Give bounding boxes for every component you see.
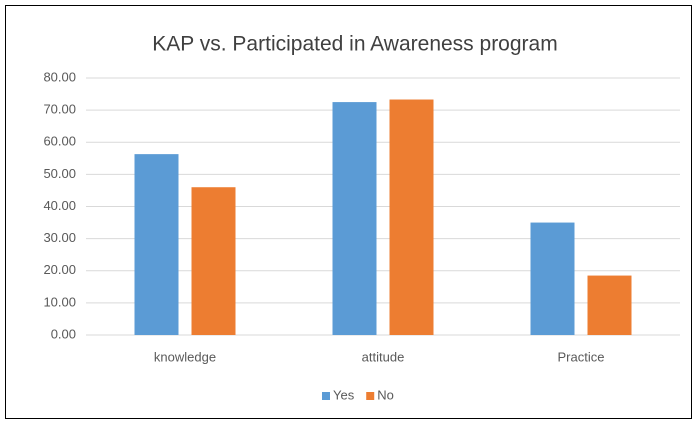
bar — [332, 102, 377, 335]
y-tick-label: 60.00 — [43, 134, 76, 149]
x-tick-label: knowledge — [154, 349, 216, 364]
y-tick-label: 50.00 — [43, 166, 76, 181]
y-tick-label: 20.00 — [43, 262, 76, 277]
y-tick-label: 70.00 — [43, 102, 76, 117]
x-tick-label: Practice — [558, 349, 605, 364]
x-tick-label: attitude — [362, 349, 405, 364]
y-tick-label: 30.00 — [43, 230, 76, 245]
bar — [134, 154, 179, 335]
legend-label: Yes — [333, 387, 355, 402]
bar — [587, 275, 632, 335]
bar — [191, 187, 236, 335]
bar — [389, 99, 434, 336]
y-tick-label: 10.00 — [43, 294, 76, 309]
chart-title: KAP vs. Participated in Awareness progra… — [152, 33, 557, 56]
y-tick-label: 40.00 — [43, 198, 76, 213]
y-tick-label: 80.00 — [43, 69, 76, 84]
legend-swatch — [366, 392, 375, 400]
legend-swatch — [322, 392, 330, 400]
y-tick-label: 0.00 — [51, 326, 76, 341]
bar — [530, 222, 575, 335]
legend-label: No — [377, 387, 394, 402]
